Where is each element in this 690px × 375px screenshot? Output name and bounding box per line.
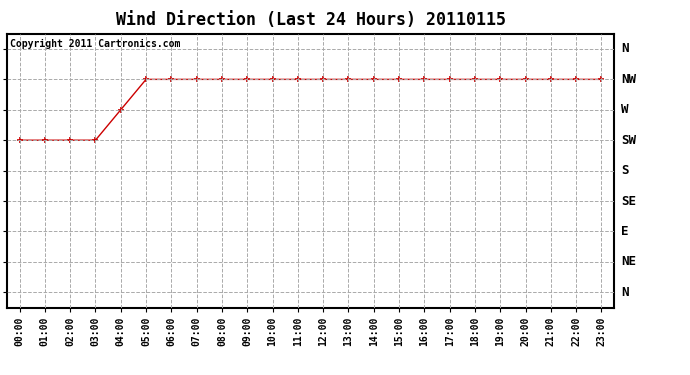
Text: NE: NE [621, 255, 636, 268]
Text: Copyright 2011 Cartronics.com: Copyright 2011 Cartronics.com [10, 39, 180, 49]
Text: W: W [621, 103, 629, 116]
Text: NW: NW [621, 73, 636, 86]
Text: N: N [621, 286, 629, 299]
Text: SW: SW [621, 134, 636, 147]
Text: Wind Direction (Last 24 Hours) 20110115: Wind Direction (Last 24 Hours) 20110115 [115, 11, 506, 29]
Text: S: S [621, 164, 629, 177]
Text: N: N [621, 42, 629, 56]
Text: SE: SE [621, 195, 636, 207]
Text: E: E [621, 225, 629, 238]
